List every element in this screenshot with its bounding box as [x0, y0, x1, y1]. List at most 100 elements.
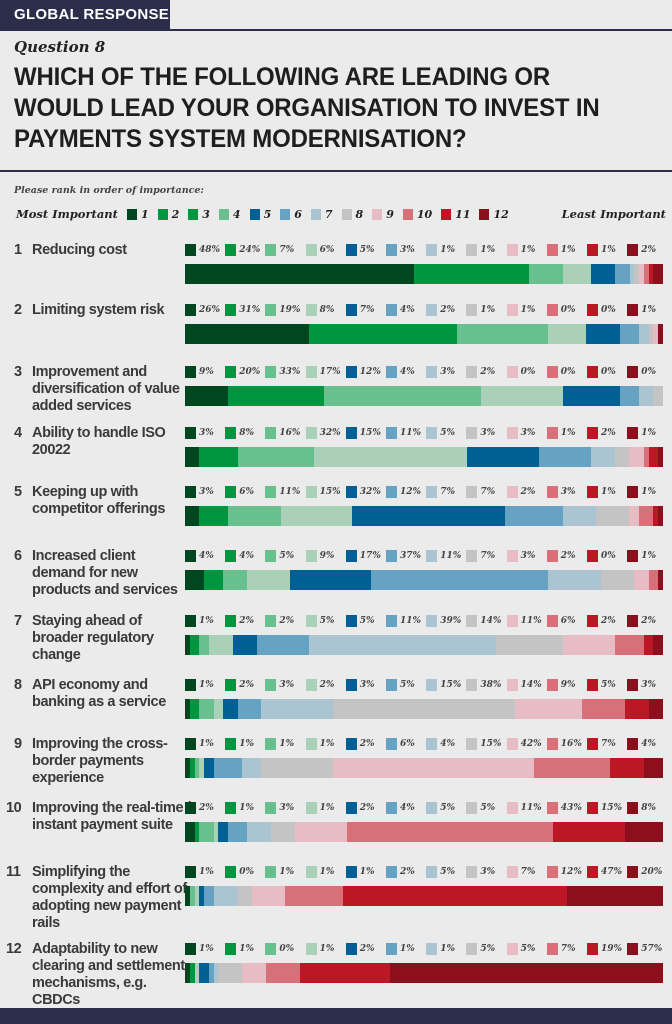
data-label: 32%: [305, 427, 341, 439]
data-label: 3%: [506, 427, 535, 439]
data-label-swatch: [386, 366, 397, 378]
bar-segment-rank-7: [562, 506, 597, 526]
data-label-text: 1%: [239, 739, 255, 749]
bar-segment-rank-4: [194, 886, 200, 906]
data-label: 1%: [386, 943, 415, 955]
data-label: 3%: [426, 366, 455, 378]
data-label: 6%: [305, 244, 334, 256]
data-label-text: 3%: [400, 245, 415, 255]
data-label: 5%: [466, 802, 495, 814]
data-label-text: 0%: [239, 867, 255, 877]
data-label-swatch: [426, 615, 438, 627]
data-label: 3%: [185, 427, 214, 439]
bar-segment-rank-12: [648, 699, 663, 719]
data-label: 5%: [345, 244, 375, 256]
data-label-text: 1%: [239, 803, 255, 813]
data-label-swatch: [386, 550, 397, 562]
data-label-text: 57%: [641, 944, 663, 954]
data-label-text: 15%: [319, 487, 341, 497]
bar-segment-rank-1: [185, 324, 310, 344]
data-labels: 1% 1% 1% 1% 2% 6% 4% 15% 42% 16% 7% 4%: [185, 738, 665, 751]
data-label-swatch: [225, 615, 237, 627]
data-label-swatch: [587, 615, 598, 627]
legend-swatch: [402, 208, 413, 220]
bar-segment-rank-7: [629, 264, 635, 284]
category-text: Limiting system risk: [32, 302, 165, 318]
bar-segment-rank-9: [514, 699, 582, 719]
bar-segment-rank-11: [624, 699, 649, 719]
legend-item: 2: [157, 207, 180, 221]
data-label-swatch: [466, 304, 478, 316]
data-label-swatch: [546, 550, 558, 562]
data-label-swatch: [265, 943, 277, 955]
data-label-swatch: [426, 866, 438, 878]
stacked-bar: [185, 635, 663, 655]
bar-segment-rank-2: [199, 506, 228, 526]
data-label: 31%: [225, 304, 260, 316]
data-label: 11%: [506, 802, 542, 814]
bar-segment-rank-3: [194, 758, 200, 778]
data-label-swatch: [627, 427, 639, 439]
data-label-text: 1%: [279, 867, 295, 877]
bar-segment-rank-7: [242, 758, 262, 778]
bar-segment-rank-4: [548, 324, 587, 344]
data-label-swatch: [506, 738, 518, 750]
data-label-text: 4%: [641, 739, 657, 749]
legend-label: 2: [171, 207, 180, 221]
data-label-text: 7%: [601, 739, 616, 749]
data-label: 3%: [466, 427, 495, 439]
data-label: 2%: [587, 615, 616, 627]
data-label-swatch: [345, 679, 357, 691]
bar-segment-rank-12: [653, 635, 663, 655]
data-labels: 1% 1% 0% 1% 2% 1% 1% 5% 5% 7% 19% 57%: [185, 943, 665, 956]
data-label-text: 11%: [400, 616, 422, 626]
bar-segment-rank-3: [237, 447, 315, 467]
bar-segment-rank-11: [643, 635, 654, 655]
data-label-swatch: [386, 244, 397, 256]
data-label-text: 33%: [279, 367, 301, 377]
data-label-swatch: [587, 244, 598, 256]
data-labels: 4% 4% 5% 9% 17% 37% 11% 7% 3% 2% 0% 1%: [185, 550, 665, 563]
data-label-swatch: [426, 550, 438, 562]
bar-segment-rank-5: [591, 264, 616, 284]
data-label-swatch: [627, 615, 639, 627]
legend-swatch: [341, 208, 352, 220]
data-labels: 1% 2% 2% 5% 5% 11% 39% 14% 11% 6% 2% 2%: [185, 615, 665, 628]
data-label: 1%: [185, 943, 214, 955]
data-label-swatch: [185, 427, 196, 439]
data-label-swatch: [426, 486, 438, 498]
data-label-text: 3%: [440, 367, 456, 377]
data-label: 1%: [225, 943, 254, 955]
legend-swatch: [280, 208, 291, 220]
data-label-text: 0%: [601, 367, 616, 377]
data-label-text: 0%: [560, 367, 576, 377]
data-labels: 2% 1% 3% 1% 2% 4% 5% 5% 11% 43% 15% 8%: [185, 802, 665, 815]
data-label-swatch: [185, 244, 196, 256]
data-label-text: 14%: [480, 616, 502, 626]
bar-segment-rank-3: [529, 264, 563, 284]
data-label-swatch: [466, 486, 478, 498]
data-label: 6%: [546, 615, 576, 627]
data-label-swatch: [466, 244, 478, 256]
category-label: 8 API economy and banking as a service: [14, 677, 192, 711]
data-label-text: 1%: [641, 305, 657, 315]
bar-segment-rank-3: [199, 635, 209, 655]
data-label: 1%: [426, 943, 455, 955]
data-label-swatch: [546, 366, 558, 378]
bar-segment-rank-10: [285, 886, 343, 906]
bar-segment-rank-4: [314, 447, 467, 467]
data-label-swatch: [546, 486, 558, 498]
bar-segment-rank-1: [185, 886, 190, 906]
bar-segment-rank-3: [189, 886, 195, 906]
bar-segment-rank-2: [194, 822, 200, 842]
data-label-swatch: [386, 679, 397, 691]
category-text: Reducing cost: [32, 242, 127, 258]
bar-segment-rank-6: [227, 822, 248, 842]
data-label-text: 8%: [239, 428, 255, 438]
bar-segment-rank-1: [185, 758, 190, 778]
bar-segment-rank-2: [189, 963, 195, 983]
data-label: 1%: [546, 244, 576, 256]
bar-segment-rank-4: [208, 635, 233, 655]
data-label-swatch: [466, 427, 478, 439]
data-label-swatch: [225, 304, 237, 316]
